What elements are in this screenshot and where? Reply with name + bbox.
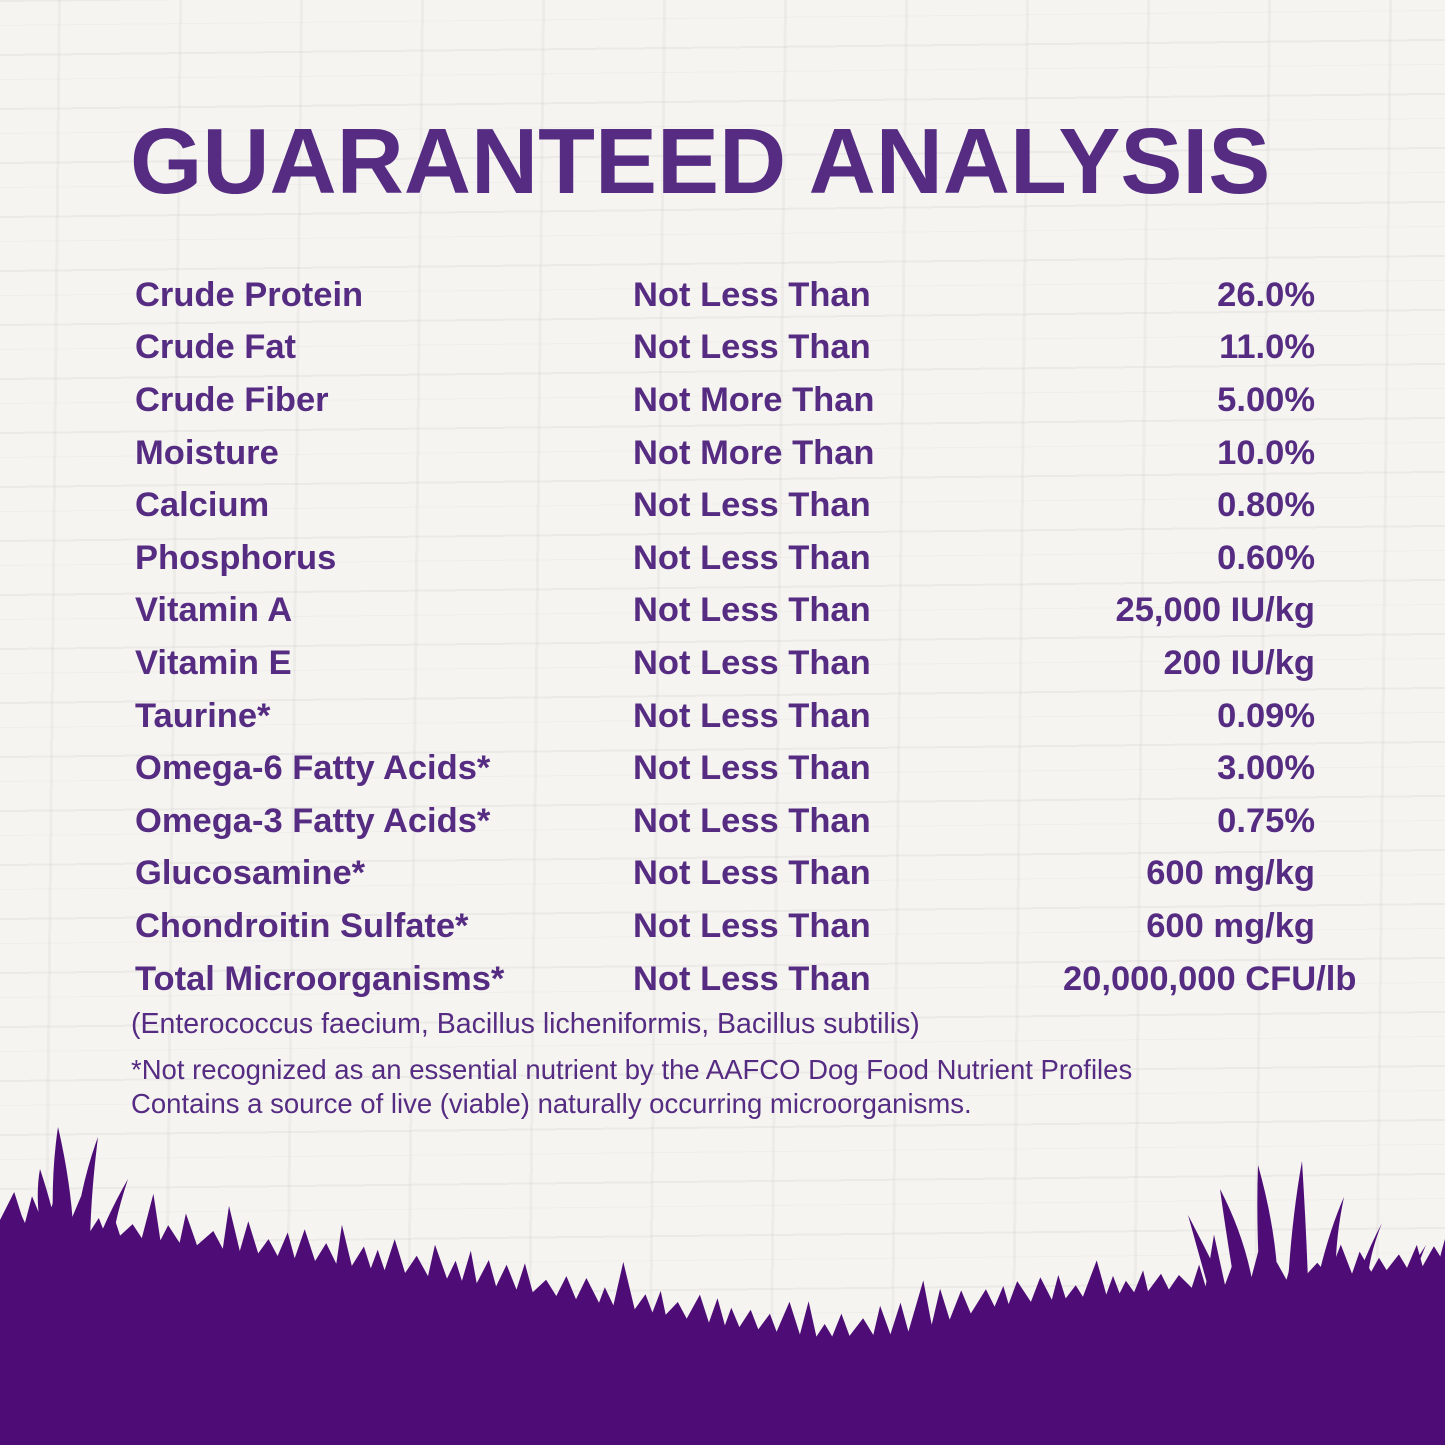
nutrient-name: Total Microorganisms* xyxy=(135,959,505,998)
nutrient-value: 600 mg/kg xyxy=(1146,906,1315,945)
nutrient-name: Crude Fiber xyxy=(135,380,329,419)
page-title: GUARANTEED ANALYSIS xyxy=(130,109,1271,213)
footnote-line-2: Contains a source of live (viable) natur… xyxy=(131,1087,972,1119)
table-row: Omega-3 Fatty Acids* Not Less Than 0.75% xyxy=(135,795,1315,848)
grass-hill-shape xyxy=(0,1192,1445,1445)
nutrient-value: 600 mg/kg xyxy=(1146,854,1315,893)
nutrient-name: Moisture xyxy=(135,433,279,472)
nutrient-name: Crude Fat xyxy=(135,328,297,367)
qualifier: Not Less Than xyxy=(633,328,871,367)
qualifier: Not Less Than xyxy=(633,749,871,788)
table-row: Taurine* Not Less Than 0.09% xyxy=(135,690,1315,743)
nutrient-value: 200 IU/kg xyxy=(1163,643,1316,682)
qualifier: Not Less Than xyxy=(633,275,871,314)
nutrient-value: 25,000 IU/kg xyxy=(1115,591,1315,630)
grass-silhouette xyxy=(0,1127,1445,1445)
nutrient-value: 10.0% xyxy=(1217,433,1315,472)
table-row: Crude Fat Not Less Than 11.0% xyxy=(135,322,1315,375)
table-row: Phosphorus Not Less Than 0.60% xyxy=(135,532,1315,585)
table-row: Glucosamine* Not Less Than 600 mg/kg xyxy=(135,848,1315,901)
table-row: Crude Fiber Not More Than 5.00% xyxy=(135,374,1315,427)
nutrient-name: Calcium xyxy=(135,486,270,525)
qualifier: Not More Than xyxy=(633,380,875,419)
nutrient-name: Vitamin A xyxy=(135,591,293,630)
qualifier: Not Less Than xyxy=(633,854,871,893)
nutrient-value: 3.00% xyxy=(1217,749,1315,788)
nutrient-value: 20,000,000 CFU/lb xyxy=(1063,959,1357,998)
guaranteed-analysis-table: Crude Protein Not Less Than 26.0% Crude … xyxy=(135,269,1356,1006)
table-row: Total Microorganisms* Not Less Than 20,0… xyxy=(135,953,1356,1006)
nutrient-value: 0.75% xyxy=(1217,801,1315,840)
nutrient-value: 11.0% xyxy=(1219,328,1315,367)
nutrient-name: Phosphorus xyxy=(135,538,337,577)
qualifier: Not More Than xyxy=(633,433,875,472)
nutrient-value: 0.80% xyxy=(1217,486,1315,525)
nutrient-name: Glucosamine* xyxy=(135,854,366,893)
qualifier: Not Less Than xyxy=(633,959,871,998)
microorganism-species-note: (Enterococcus faecium, Bacillus lichenif… xyxy=(131,1008,920,1040)
nutrient-name: Omega-6 Fatty Acids* xyxy=(135,749,491,788)
qualifier: Not Less Than xyxy=(633,538,871,577)
table-row: Chondroitin Sulfate* Not Less Than 600 m… xyxy=(135,900,1315,953)
nutrient-name: Omega-3 Fatty Acids* xyxy=(135,801,491,840)
table-row: Vitamin E Not Less Than 200 IU/kg xyxy=(135,637,1315,690)
nutrient-name: Vitamin E xyxy=(135,643,292,682)
table-row: Vitamin A Not Less Than 25,000 IU/kg xyxy=(135,585,1315,638)
footnote-line-1: *Not recognized as an essential nutrient… xyxy=(131,1054,1133,1085)
nutrient-value: 0.09% xyxy=(1217,696,1315,735)
qualifier: Not Less Than xyxy=(633,906,871,945)
nutrient-name: Chondroitin Sulfate* xyxy=(135,906,469,945)
qualifier: Not Less Than xyxy=(633,591,871,630)
nutrient-value: 5.00% xyxy=(1217,380,1315,419)
nutrient-name: Taurine* xyxy=(135,696,271,735)
qualifier: Not Less Than xyxy=(633,696,871,735)
nutrient-name: Crude Protein xyxy=(135,275,364,314)
table-row: Crude Protein Not Less Than 26.0% xyxy=(135,269,1315,322)
qualifier: Not Less Than xyxy=(633,801,871,840)
aafco-footnote: *Not recognized as an essential nutrient… xyxy=(131,1053,1132,1120)
table-row: Omega-6 Fatty Acids* Not Less Than 3.00% xyxy=(135,742,1315,795)
nutrient-value: 26.0% xyxy=(1217,275,1315,314)
table-row: Moisture Not More Than 10.0% xyxy=(135,427,1315,480)
qualifier: Not Less Than xyxy=(633,486,871,525)
qualifier: Not Less Than xyxy=(633,643,871,682)
table-row: Calcium Not Less Than 0.80% xyxy=(135,479,1315,532)
nutrient-value: 0.60% xyxy=(1217,538,1315,577)
